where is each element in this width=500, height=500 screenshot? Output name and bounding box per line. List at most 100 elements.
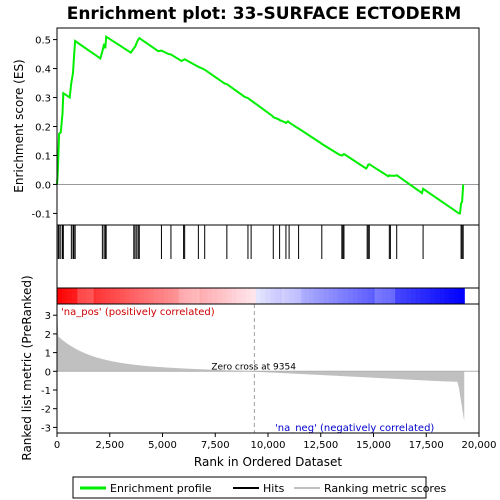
colorbar-segment	[129, 288, 136, 304]
colorbar-segment	[246, 288, 252, 304]
colorbar-segment	[90, 288, 97, 304]
legend-hits-label: Hits	[263, 482, 285, 495]
metric-y-tick-label: 0	[45, 367, 51, 378]
colorbar-segment	[386, 288, 393, 304]
es-panel: -0.1 0.0 0.1 0.2 0.3 0.4 0.5 Enrichment score …	[12, 27, 480, 226]
colorbar-segment	[338, 288, 344, 304]
colorbar-segment	[192, 288, 199, 304]
colorbar-segment	[71, 288, 77, 304]
metric-y-tick-label: 1	[45, 349, 51, 360]
colorbar-segment	[226, 288, 233, 304]
colorbar-segment	[124, 288, 131, 304]
x-tick-label: 5,000	[148, 440, 177, 451]
colorbar-segment	[372, 288, 378, 304]
chart-title: Enrichment plot: 33-SURFACE ECTODERM	[67, 4, 462, 24]
colorbar-segment	[323, 288, 330, 304]
colorbar-segment	[294, 288, 300, 304]
legend: Enrichment profile Hits Ranking metric s…	[72, 476, 446, 499]
colorbar-segment	[415, 288, 422, 304]
ranking-color-bar	[56, 287, 480, 305]
es-plot-area	[57, 28, 479, 225]
colorbar-band	[280, 288, 302, 304]
colorbar-segment	[309, 288, 315, 304]
colorbar-segment	[406, 288, 412, 304]
colorbar-segment	[168, 288, 174, 304]
es-y-tick-label: -0.1	[31, 209, 51, 220]
colorbar-band	[374, 288, 396, 304]
colorbar-segment	[391, 288, 397, 304]
enrichment-profile-line	[56, 34, 465, 215]
colorbar-segment	[250, 288, 257, 304]
colorbar-segment	[376, 288, 383, 304]
colorbar-segment	[260, 288, 267, 304]
colorbar-segment	[187, 288, 194, 304]
colorbar-segment	[289, 288, 296, 304]
colorbar-segment	[255, 288, 262, 304]
colorbar-segment	[367, 288, 373, 304]
colorbar-segment	[362, 288, 368, 304]
es-y-tick-label: 0.3	[35, 94, 51, 105]
colorbar-segment	[144, 288, 150, 304]
colorbar-segment	[270, 288, 276, 304]
metric-y-tick-label: 2	[45, 330, 51, 341]
legend-enrichment-label: Enrichment profile	[110, 482, 212, 495]
colorbar-segment	[61, 288, 68, 304]
colorbar-segment	[284, 288, 291, 304]
colorbar-segment	[328, 288, 334, 304]
colorbar-segment	[343, 288, 349, 304]
x-axis: 0 2,500 5,000 7,500 10,000 12,500 15,000 17,500…	[54, 433, 497, 451]
es-y-tick-label: 0.1	[35, 151, 51, 162]
pos-label: 'na_pos' (positively correlated)	[61, 307, 215, 318]
colorbar-segment	[100, 288, 107, 304]
metric-y-tick-label: -2	[41, 405, 51, 416]
colorbar-segment	[449, 288, 456, 304]
colorbar-segment	[435, 288, 441, 304]
colorbar-band	[179, 288, 200, 304]
colorbar-segment	[357, 288, 364, 304]
es-y-tick-label: 0.0	[35, 180, 51, 191]
x-axis-label: Rank in Ordered Dataset	[194, 455, 342, 469]
x-tick-label: 10,000	[251, 440, 286, 451]
zero-cross-label: Zero cross at 9354	[211, 362, 296, 372]
metric-y-tick-label: -1	[41, 386, 51, 397]
es-y-label: Enrichment score (ES)	[12, 59, 26, 192]
colorbar-segment	[139, 288, 145, 304]
metric-y-tick-label: 3	[45, 311, 51, 322]
x-tick-label: 2,500	[95, 440, 124, 451]
x-tick-label: 7,500	[201, 440, 230, 451]
colorbar-segment	[153, 288, 160, 304]
colorbar-band	[77, 288, 94, 304]
colorbar-segment	[459, 288, 465, 304]
colorbar-segment	[110, 288, 116, 304]
legend-metric-label: Ranking metric scores	[324, 482, 446, 495]
colorbar-segment	[444, 288, 451, 304]
colorbar-segment	[86, 288, 92, 304]
neg-label: 'na_neg' (negatively correlated)	[275, 423, 434, 434]
colorbar-segment	[347, 288, 354, 304]
metric-y-tick-label: -3	[41, 423, 51, 434]
es-y-axis: -0.1 0.0 0.1 0.2 0.3 0.4 0.5	[31, 36, 57, 220]
colorbar-segment	[207, 288, 213, 304]
colorbar-segment	[265, 288, 271, 304]
colorbar-segment	[425, 288, 431, 304]
colorbar-segment	[163, 288, 170, 304]
colorbar-segment	[299, 288, 305, 304]
colorbar-segment	[396, 288, 402, 304]
colorbar-segment	[333, 288, 339, 304]
colorbar-segment	[216, 288, 223, 304]
colorbar-segment	[420, 288, 427, 304]
colorbar-segment	[105, 288, 111, 304]
hits-panel	[56, 224, 480, 289]
colorbar-segment	[280, 288, 286, 304]
colorbar-segment	[401, 288, 407, 304]
colorbar-segment	[120, 288, 126, 304]
colorbar-segment	[183, 288, 189, 304]
colorbar-segment	[454, 288, 460, 304]
x-tick-label: 15,000	[356, 440, 391, 451]
es-y-tick-label: 0.5	[35, 36, 51, 47]
colorbar-segment	[178, 288, 184, 304]
es-y-tick-label: 0.4	[35, 65, 51, 76]
colorbar-segment	[275, 288, 281, 304]
colorbar-segment	[430, 288, 436, 304]
